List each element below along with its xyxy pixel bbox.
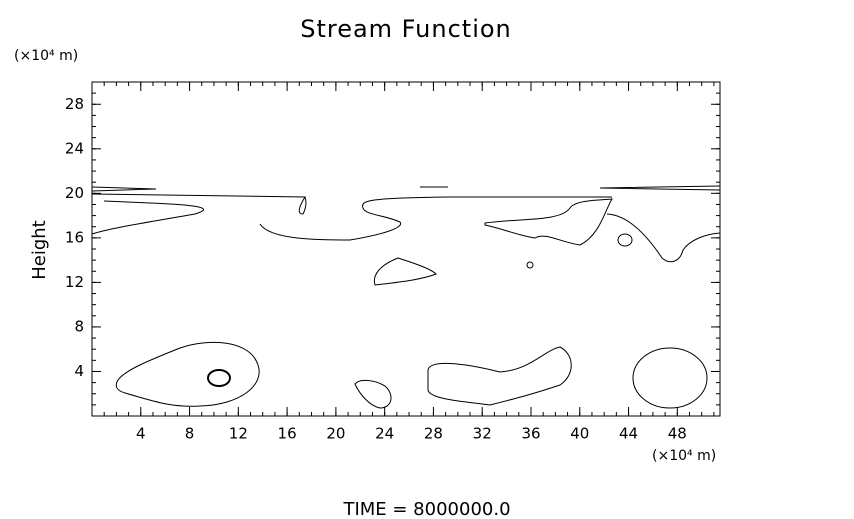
contour-line bbox=[427, 346, 572, 406]
contour-line bbox=[354, 379, 392, 409]
contour-line bbox=[606, 213, 721, 263]
x-tick-label: 20 bbox=[326, 425, 345, 443]
x-tick-label: 40 bbox=[570, 425, 589, 443]
contour-line bbox=[207, 369, 231, 387]
y-tick-label: 4 bbox=[74, 362, 84, 380]
x-tick-label: 8 bbox=[185, 425, 195, 443]
contour-line bbox=[373, 257, 437, 286]
contour-line bbox=[91, 200, 205, 235]
x-tick-label: 28 bbox=[424, 425, 443, 443]
contour-line bbox=[599, 185, 721, 191]
y-tick-label: 20 bbox=[65, 184, 84, 202]
chart-title: Stream Function bbox=[300, 15, 512, 43]
x-tick-label: 44 bbox=[619, 425, 638, 443]
x-unit: (×10⁴ m) bbox=[652, 448, 716, 464]
plot-frame bbox=[91, 81, 721, 417]
contour-line bbox=[484, 198, 613, 246]
contour-line bbox=[617, 233, 633, 247]
y-tick-label: 12 bbox=[65, 273, 84, 291]
y-axis-label: Height bbox=[29, 220, 50, 280]
y-tick-label: 16 bbox=[65, 228, 84, 246]
annotation: TIME = 8000000.0 bbox=[342, 499, 510, 519]
x-tick-label: 4 bbox=[136, 425, 146, 443]
contour-line bbox=[115, 341, 260, 407]
contours bbox=[91, 185, 721, 409]
y-unit: (×10⁴ m) bbox=[14, 48, 78, 64]
contour-line bbox=[91, 193, 307, 215]
x-tick-label: 32 bbox=[473, 425, 492, 443]
x-tick-label: 36 bbox=[521, 425, 540, 443]
x-tick-label: 12 bbox=[229, 425, 248, 443]
y-tick-label: 28 bbox=[65, 95, 84, 113]
contour-line bbox=[259, 196, 612, 241]
contour-line bbox=[632, 347, 708, 409]
x-tick-label: 48 bbox=[668, 425, 687, 443]
y-tick-label: 8 bbox=[74, 317, 84, 335]
x-tick-label: 24 bbox=[375, 425, 394, 443]
y-tick-label: 24 bbox=[65, 139, 84, 157]
contour-line bbox=[91, 186, 157, 192]
x-tick-label: 16 bbox=[278, 425, 297, 443]
contour-line bbox=[526, 261, 534, 269]
